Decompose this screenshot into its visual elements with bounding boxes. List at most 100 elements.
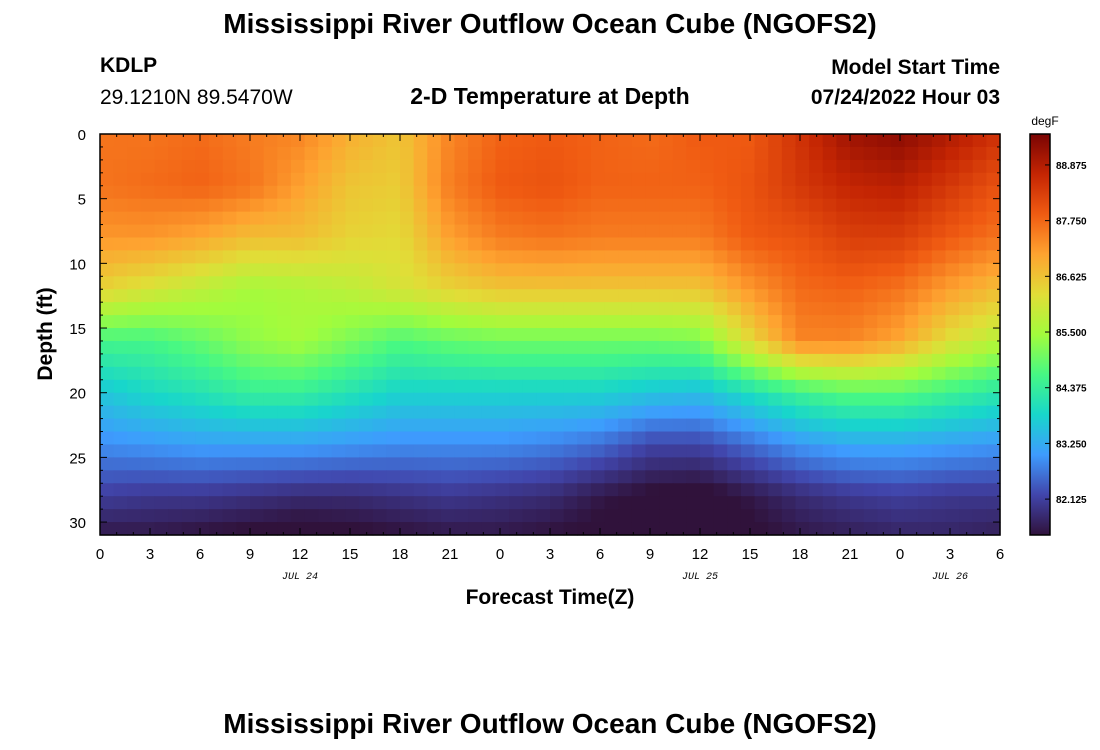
heatmap-cell [454, 392, 469, 407]
heatmap-cell [209, 470, 224, 484]
heatmap-cell [631, 340, 647, 355]
heatmap-cell [727, 431, 742, 446]
heatmap-cell [427, 211, 442, 226]
heatmap-cell [645, 522, 660, 536]
heatmap-cell [290, 328, 306, 342]
heatmap-cell [700, 250, 715, 264]
heatmap-cell [481, 366, 497, 381]
heatmap-cell [140, 224, 156, 239]
heatmap-cell [645, 134, 660, 148]
heatmap-cell [631, 237, 647, 252]
heatmap-cell [481, 159, 497, 174]
heatmap-cell [781, 315, 797, 329]
heatmap-cell [972, 185, 987, 200]
heatmap-cell [904, 276, 919, 290]
heatmap-cell [236, 392, 251, 407]
heatmap-cell [754, 431, 769, 446]
heatmap-cell [263, 224, 278, 239]
heatmap-cell [386, 224, 401, 239]
heatmap-cell [440, 328, 456, 342]
heatmap-cell [972, 289, 987, 303]
heatmap-cell [850, 340, 865, 355]
heatmap-cell [700, 522, 715, 536]
heatmap-cell [972, 522, 987, 536]
heatmap-cell [222, 444, 237, 458]
heatmap-cell [522, 444, 537, 458]
heatmap-cell [577, 172, 592, 187]
heatmap-cell [140, 276, 156, 290]
heatmap-cell [659, 289, 674, 303]
heatmap-cell [863, 470, 878, 484]
heatmap-cell [768, 392, 783, 407]
heatmap-cell [181, 405, 197, 420]
heatmap-cell [140, 431, 156, 446]
heatmap-cell [863, 431, 878, 446]
heatmap-cell [768, 159, 783, 174]
heatmap-cell [140, 392, 156, 407]
colorbar-ticks: 82.12583.25084.37585.50086.62587.75088.8… [1045, 161, 1087, 506]
heatmap-cell [550, 172, 565, 187]
heatmap-cell [918, 250, 933, 264]
heatmap-cell [550, 185, 565, 200]
heatmap-cell [863, 302, 878, 316]
heatmap-cell [127, 405, 142, 420]
heatmap-cell [290, 405, 306, 420]
heatmap-cell [454, 211, 469, 226]
heatmap-cell [604, 250, 619, 264]
heatmap-cell [836, 289, 851, 303]
heatmap-cell [113, 405, 128, 420]
y-tick-label: 15 [69, 321, 86, 338]
heatmap-cell [427, 159, 442, 174]
heatmap-cell [768, 289, 783, 303]
heatmap-cell [781, 431, 797, 446]
x-tick-label: 6 [596, 546, 604, 563]
heatmap-cell [931, 250, 947, 264]
heatmap-cell [277, 146, 292, 161]
heatmap-cell [659, 496, 674, 510]
heatmap-cell [795, 276, 810, 290]
heatmap-cell [809, 392, 824, 407]
heatmap-cell [509, 328, 524, 342]
heatmap-cell [768, 134, 783, 148]
heatmap-cell [713, 328, 728, 342]
heatmap-cell [100, 172, 115, 187]
heatmap-cell [754, 392, 769, 407]
heatmap-cell [686, 159, 701, 174]
heatmap-cell [795, 379, 810, 394]
heatmap-cell [754, 315, 769, 329]
heatmap-cell [740, 444, 756, 458]
heatmap-cell [495, 366, 510, 381]
x-tick-label: 9 [646, 546, 654, 563]
heatmap-cell [236, 172, 251, 187]
heatmap-cell [809, 366, 824, 381]
heatmap-cell [290, 379, 306, 394]
heatmap-cell [195, 405, 210, 420]
heatmap-cell [550, 470, 565, 484]
heatmap-cell [904, 250, 919, 264]
heatmap-cell [386, 405, 401, 420]
heatmap-cell [127, 134, 142, 148]
heatmap-cell [345, 366, 360, 381]
heatmap-cell [550, 444, 565, 458]
heatmap-cell [904, 431, 919, 446]
heatmap-cell [986, 172, 1001, 187]
heatmap-cell [481, 328, 497, 342]
heatmap-cell [263, 353, 278, 368]
heatmap-cell [863, 328, 878, 342]
heatmap-cell [645, 185, 660, 200]
heatmap-cell [754, 302, 769, 316]
heatmap-cell [618, 263, 633, 277]
y-tick-label: 0 [78, 127, 86, 144]
heatmap-cell [740, 250, 756, 264]
heatmap-cell [181, 444, 197, 458]
heatmap-cell [209, 444, 224, 458]
heatmap-cell [372, 198, 387, 213]
heatmap-cell [768, 276, 783, 290]
heatmap-cell [700, 237, 715, 252]
heatmap-cell [986, 328, 1001, 342]
heatmap-cell [631, 379, 647, 394]
heatmap-cell [236, 315, 251, 329]
heatmap-cell [168, 172, 183, 187]
heatmap-cell [495, 263, 510, 277]
x-tick-label: 15 [342, 546, 359, 563]
